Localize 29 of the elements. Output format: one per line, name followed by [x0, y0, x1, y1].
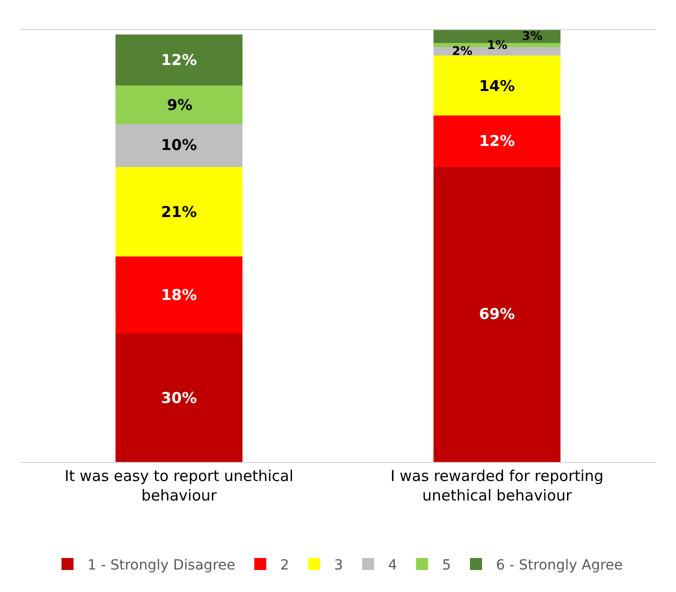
bar — [115, 86, 243, 124]
data-label: 14% — [479, 77, 515, 95]
legend-label: 6 - Strongly Agree — [496, 557, 623, 574]
legend-label: 5 — [442, 557, 452, 574]
data-label: 30% — [161, 389, 197, 407]
legend-label: 3 — [334, 557, 344, 574]
bar — [115, 166, 243, 257]
data-label: 3% — [522, 29, 542, 43]
bar — [433, 116, 561, 167]
data-label: 18% — [161, 286, 197, 304]
data-label: 69% — [479, 305, 515, 323]
data-label: 2% — [452, 44, 472, 58]
bar — [115, 34, 243, 86]
data-label: 9% — [167, 96, 192, 114]
bar — [433, 56, 561, 116]
legend-label: 2 — [280, 557, 290, 574]
bar — [115, 124, 243, 167]
bar — [115, 256, 243, 334]
bar — [433, 166, 561, 462]
data-label: 1% — [487, 38, 508, 52]
data-label: 12% — [479, 132, 515, 150]
x-tick-label: I was rewarded for reporting unethical behaviour — [390, 467, 604, 504]
legend-label: 4 — [388, 557, 398, 574]
x-tick-label: It was easy to report unethical behaviour — [64, 467, 294, 504]
data-label: 10% — [161, 136, 197, 154]
bar — [115, 334, 243, 462]
legend-label: 1 - Strongly Disagree — [88, 557, 236, 574]
data-label: 21% — [161, 203, 197, 221]
data-label: 12% — [161, 51, 197, 69]
